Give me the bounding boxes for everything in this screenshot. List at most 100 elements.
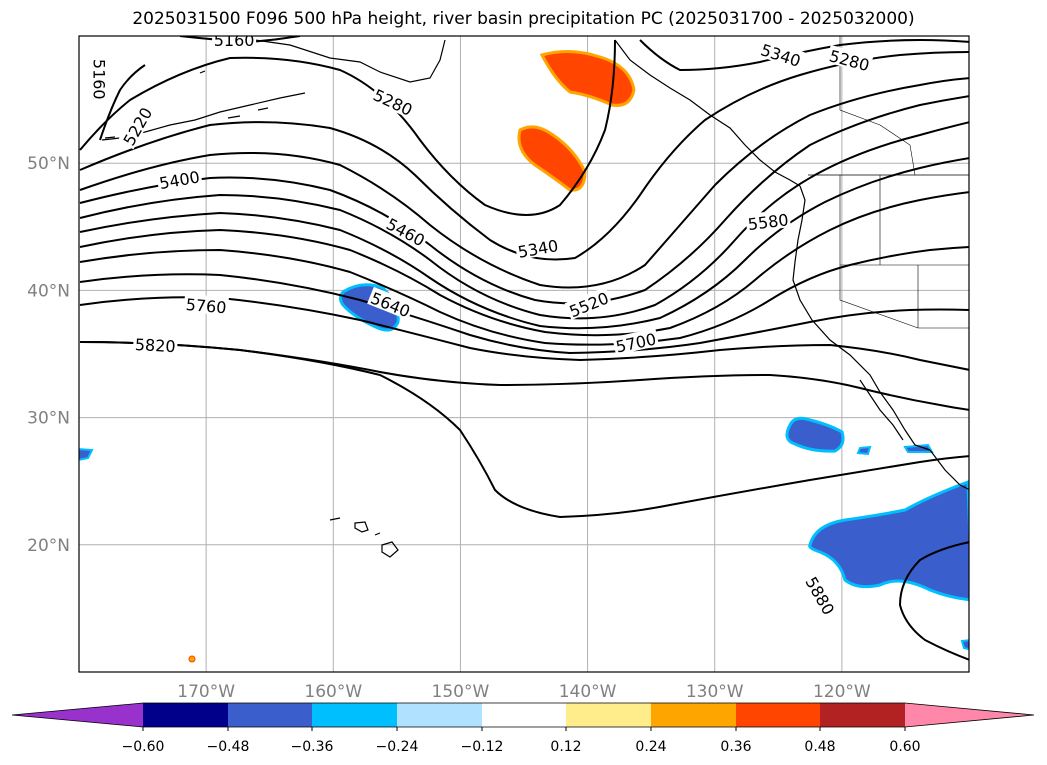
contour-label-bg (132, 333, 178, 355)
contour-label: 5160 (89, 57, 110, 102)
colorbar-tick-label: −0.24 (376, 739, 419, 755)
colorbar-swatch (312, 703, 397, 727)
precip-spot (188, 655, 196, 663)
colorbar-tick-label: 0.48 (804, 739, 835, 755)
coastline-alaska (219, 39, 446, 83)
precip-region-negative (856, 445, 872, 456)
coastline-west-us (792, 185, 931, 451)
colorbar-tick-label: 0.60 (889, 739, 920, 755)
colorbar-tick-label: −0.36 (291, 739, 334, 755)
contour-label: 5400 (156, 166, 203, 193)
lat-tick-label: 50°N (27, 154, 70, 174)
contour-label: 5580 (745, 209, 791, 234)
colorbar-swatch (143, 703, 228, 727)
colorbar-tick-label: −0.48 (207, 739, 250, 755)
border-us-states (839, 175, 969, 329)
contour-line (79, 341, 969, 519)
contour-label-bg (802, 571, 840, 619)
contour-label-bg (367, 286, 415, 321)
contour-line (79, 273, 969, 355)
contour-line (79, 39, 616, 216)
contour-label: 5700 (612, 328, 660, 357)
colorbar-tick-label: 0.36 (720, 739, 751, 755)
contour-label-text: 5460 (383, 214, 428, 250)
contour-line (79, 121, 969, 320)
colorbar-tick-label: 0.12 (550, 739, 581, 755)
contour-label-bg (369, 83, 418, 119)
contour-line (898, 541, 969, 661)
contour-label-bg (757, 38, 805, 70)
contour-label-text: 5340 (516, 236, 559, 262)
contour-label: 5340 (757, 38, 805, 71)
lon-tick-label: 170°W (177, 682, 235, 702)
contour-label: 5280 (369, 83, 418, 120)
contour-label-text: 5340 (758, 40, 803, 71)
longitude-labels: 170°W 160°W 150°W 140°W 130°W 120°W (177, 682, 871, 702)
coastline-baja (859, 379, 969, 491)
lon-tick-label: 160°W (304, 682, 362, 702)
contour-label-text: 5820 (134, 335, 176, 356)
contour-label: 5280 (826, 44, 874, 75)
contour-label-text: 5280 (370, 85, 415, 119)
lat-tick-label: 40°N (27, 281, 70, 301)
colorbar-swatch (905, 703, 1034, 727)
lon-tick-label: 140°W (559, 682, 617, 702)
colorbar-swatch (397, 703, 482, 727)
contour-line (79, 296, 969, 371)
colorbar-tick-label: −0.12 (461, 739, 504, 755)
precip-region-positive (517, 125, 587, 192)
contour-line (79, 51, 969, 261)
border-canada (839, 36, 916, 176)
colorbar-swatch (820, 703, 905, 727)
coastline-bc-panhandle (614, 39, 801, 187)
lat-tick-label: 20°N (27, 536, 70, 556)
contour-line (79, 157, 969, 330)
contour-line (79, 341, 969, 411)
colorbar-swatch (651, 703, 736, 727)
contour-label: 5760 (183, 293, 229, 317)
precip-region-positive (539, 50, 636, 107)
contour-label-text: 5400 (158, 167, 201, 193)
coastline-hawaii (329, 517, 399, 558)
lat-tick-label: 30°N (27, 409, 70, 429)
lon-tick-label: 130°W (686, 682, 744, 702)
contour-label-bg (612, 328, 660, 355)
contour-label: 5160 (212, 31, 257, 50)
colorbar-tick-label: −0.60 (122, 739, 165, 755)
precip-region-negative (960, 639, 969, 651)
contour-line (79, 95, 969, 305)
contour-label-bg (212, 36, 257, 48)
map-title: 2025031500 F096 500 hPa height, river ba… (132, 9, 915, 29)
precip-region-negative (808, 480, 969, 602)
height-contours (79, 36, 969, 661)
contour-label-bg (745, 209, 791, 233)
colorbar-swatch (12, 703, 143, 727)
latitude-labels: 20°N 30°N 40°N 50°N (27, 154, 70, 556)
colorbar-swatch (228, 703, 312, 727)
contour-label-text: 5280 (827, 46, 871, 75)
colorbar-swatch (566, 703, 651, 727)
contour-label-bg (514, 234, 562, 261)
contour-label: 5880 (801, 571, 840, 619)
contour-label: 5820 (132, 333, 178, 356)
map-frame (78, 35, 970, 673)
contour-label-text: 5160 (89, 59, 108, 100)
contour-label: 5340 (514, 234, 562, 262)
colorbar-swatch (736, 703, 820, 727)
lon-tick-label: 120°W (813, 682, 871, 702)
contour-label-bg (826, 44, 874, 74)
colorbar-tick-label: 0.24 (635, 739, 666, 755)
contour-label-bg (117, 102, 156, 150)
contour-label-bg (91, 57, 110, 102)
coastlines (101, 36, 969, 558)
contour-line (79, 246, 969, 346)
contour-line (99, 64, 146, 141)
colorbar-swatch (482, 703, 566, 727)
contour-label-bg (564, 286, 613, 321)
contour-label-text: 5160 (214, 31, 255, 50)
contour-line (79, 191, 969, 337)
contour-line (639, 38, 969, 72)
contour-label-text: 5760 (185, 295, 227, 317)
